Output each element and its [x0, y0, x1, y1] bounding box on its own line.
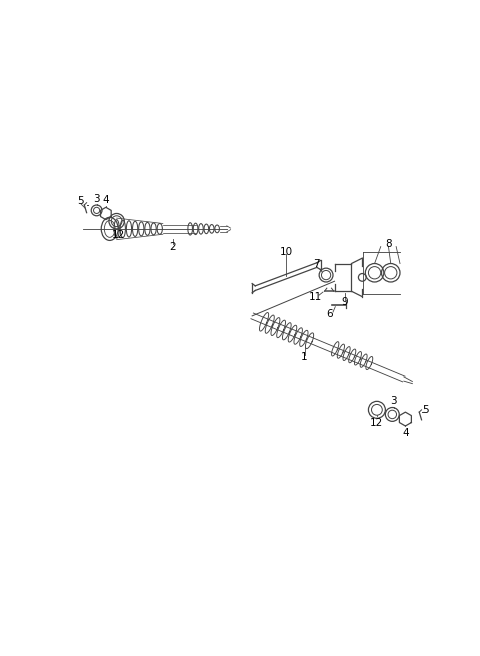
Text: 3: 3	[93, 194, 100, 204]
Text: 11: 11	[309, 292, 322, 302]
Text: 5: 5	[422, 405, 429, 415]
Text: 5: 5	[77, 196, 84, 206]
Text: 12: 12	[111, 230, 125, 240]
Text: 4: 4	[402, 428, 408, 438]
Text: 12: 12	[370, 418, 384, 428]
Text: 8: 8	[385, 239, 392, 249]
Text: 3: 3	[391, 396, 397, 405]
Text: 10: 10	[279, 247, 293, 257]
Text: 1: 1	[301, 352, 308, 363]
Text: 7: 7	[313, 258, 320, 268]
Text: 4: 4	[103, 195, 109, 205]
Text: 9: 9	[341, 297, 348, 307]
Text: 2: 2	[169, 241, 176, 252]
Text: 6: 6	[326, 308, 333, 319]
